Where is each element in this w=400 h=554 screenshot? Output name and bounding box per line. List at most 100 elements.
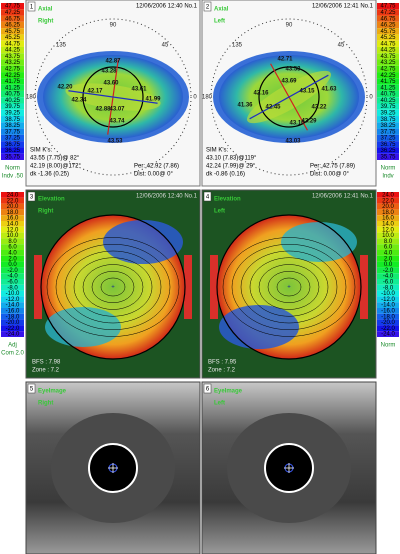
- map-low: [103, 220, 183, 264]
- scale-cell: [377, 53, 399, 60]
- scale-label: 42.75: [5, 67, 21, 73]
- scale-cell: [377, 273, 399, 279]
- scale-label: 46.75: [5, 16, 21, 22]
- scale-cell: [377, 147, 399, 154]
- scale-cell: [377, 325, 399, 332]
- map-value: 43.53: [285, 67, 301, 73]
- panel-title: Right: [38, 401, 53, 407]
- scale-label: 43.25: [380, 60, 396, 66]
- panel-title: Elevation: [214, 197, 241, 203]
- scale-cell: [1, 279, 24, 285]
- scale-cell: [377, 3, 399, 10]
- scale-label: -20.0: [381, 320, 395, 326]
- scale-cell: [377, 78, 399, 85]
- scale-cell: [1, 34, 24, 41]
- scale-cell: [1, 296, 24, 303]
- scale-cell: [1, 250, 24, 256]
- panel-title: Right: [38, 209, 53, 215]
- per-dist: Per: 42.92 (7.86): [134, 164, 179, 170]
- panel-number: 1: [30, 5, 34, 11]
- contour: [46, 237, 180, 337]
- scale-cell: [1, 3, 24, 10]
- angle-label: 180: [26, 95, 37, 101]
- panel-title: Elevation: [38, 197, 65, 203]
- contour: [64, 250, 162, 324]
- scale-label: 22.0: [382, 198, 394, 204]
- panel-stamp: 12/06/2006 12:41 No.1: [312, 194, 374, 200]
- scale-note: Indv: [382, 174, 393, 180]
- scale-cell: [1, 134, 24, 142]
- scale-cell: [1, 53, 24, 60]
- elev-info: Zone : 7.2: [208, 368, 236, 374]
- scale-label: 45.25: [380, 35, 396, 41]
- zone-circle: [82, 66, 144, 128]
- scale-cell: [377, 284, 399, 291]
- zone-circle: [40, 214, 186, 360]
- scale-label: 14.0: [7, 221, 19, 227]
- map-low: [219, 305, 299, 349]
- sim-k: 43.55 (7.75)@ 82°: [30, 156, 80, 162]
- angle-label: 135: [232, 43, 243, 49]
- scale-label: -4.0: [383, 274, 394, 280]
- map-value: 41.99: [145, 97, 161, 103]
- scale-note: Norm: [381, 343, 396, 349]
- scale-label: 45.75: [380, 29, 396, 35]
- scale-cell: [1, 261, 24, 268]
- scale-label: 42.25: [5, 73, 21, 79]
- contour: [267, 271, 311, 303]
- flat-axis: [68, 90, 158, 104]
- angle-label: 180: [202, 95, 213, 101]
- scale-cell: [1, 325, 24, 332]
- scale-cell: [1, 197, 24, 204]
- scale-cell: [377, 109, 399, 117]
- scale-cell: [1, 72, 24, 79]
- scale-label: 12.0: [382, 227, 394, 233]
- scale-cell: [1, 290, 24, 297]
- panel-stamp: 12/06/2006 12:40 No.1: [136, 194, 198, 200]
- scale-label: -8.0: [383, 285, 394, 291]
- map-value: 42.34: [71, 98, 87, 104]
- scale-label: 46.25: [380, 23, 396, 29]
- scale-cell: [1, 331, 24, 337]
- scale-label: 10.0: [7, 233, 19, 239]
- contour: [100, 277, 126, 297]
- scale-label: 39.75: [380, 104, 396, 110]
- scale-label: -6.0: [383, 279, 394, 285]
- scale-label: 37.25: [5, 136, 21, 142]
- scale-cell: [377, 238, 399, 245]
- scale-label: 36.25: [380, 148, 396, 154]
- sim-k: 42.24 (7.99)@ 29°: [206, 164, 256, 170]
- per-dist: Dist: 0.00@ 0°: [310, 172, 349, 178]
- scale-cell: [1, 15, 24, 22]
- panel-number: 5: [30, 387, 34, 393]
- scale-cell: [377, 116, 399, 123]
- scale-label: 40.75: [5, 92, 21, 98]
- angle-label: 45: [162, 43, 169, 49]
- scale-cell: [377, 90, 399, 98]
- scale-label: -24.0: [381, 332, 395, 338]
- scale-label: 36.75: [5, 142, 21, 148]
- angle-ring: [210, 18, 368, 176]
- contour: [82, 264, 144, 310]
- panel-number: 2: [206, 5, 210, 11]
- contour: [240, 250, 338, 324]
- angle-label: 135: [56, 43, 67, 49]
- scale-cell: [1, 59, 24, 66]
- scale-cell: [1, 128, 24, 135]
- scale-cell: [377, 221, 399, 227]
- scale-label: 47.75: [380, 4, 396, 10]
- scale-cell: [377, 34, 399, 41]
- map-value: 42.45: [265, 105, 281, 111]
- sim-k: SIM K's:: [206, 148, 228, 154]
- angle-label: 90: [110, 23, 117, 29]
- scale-cell: [377, 59, 399, 66]
- map-value: 43.60: [103, 81, 119, 87]
- scale-label: 41.25: [5, 85, 21, 91]
- scale-label: 38.75: [380, 117, 396, 123]
- map-value: 42.71: [277, 57, 293, 63]
- angle-label: 0: [193, 95, 197, 101]
- angle-label: 0: [369, 95, 373, 101]
- scale-label: 20.0: [7, 204, 19, 210]
- scale-cell: [1, 273, 24, 279]
- contour: [276, 277, 302, 297]
